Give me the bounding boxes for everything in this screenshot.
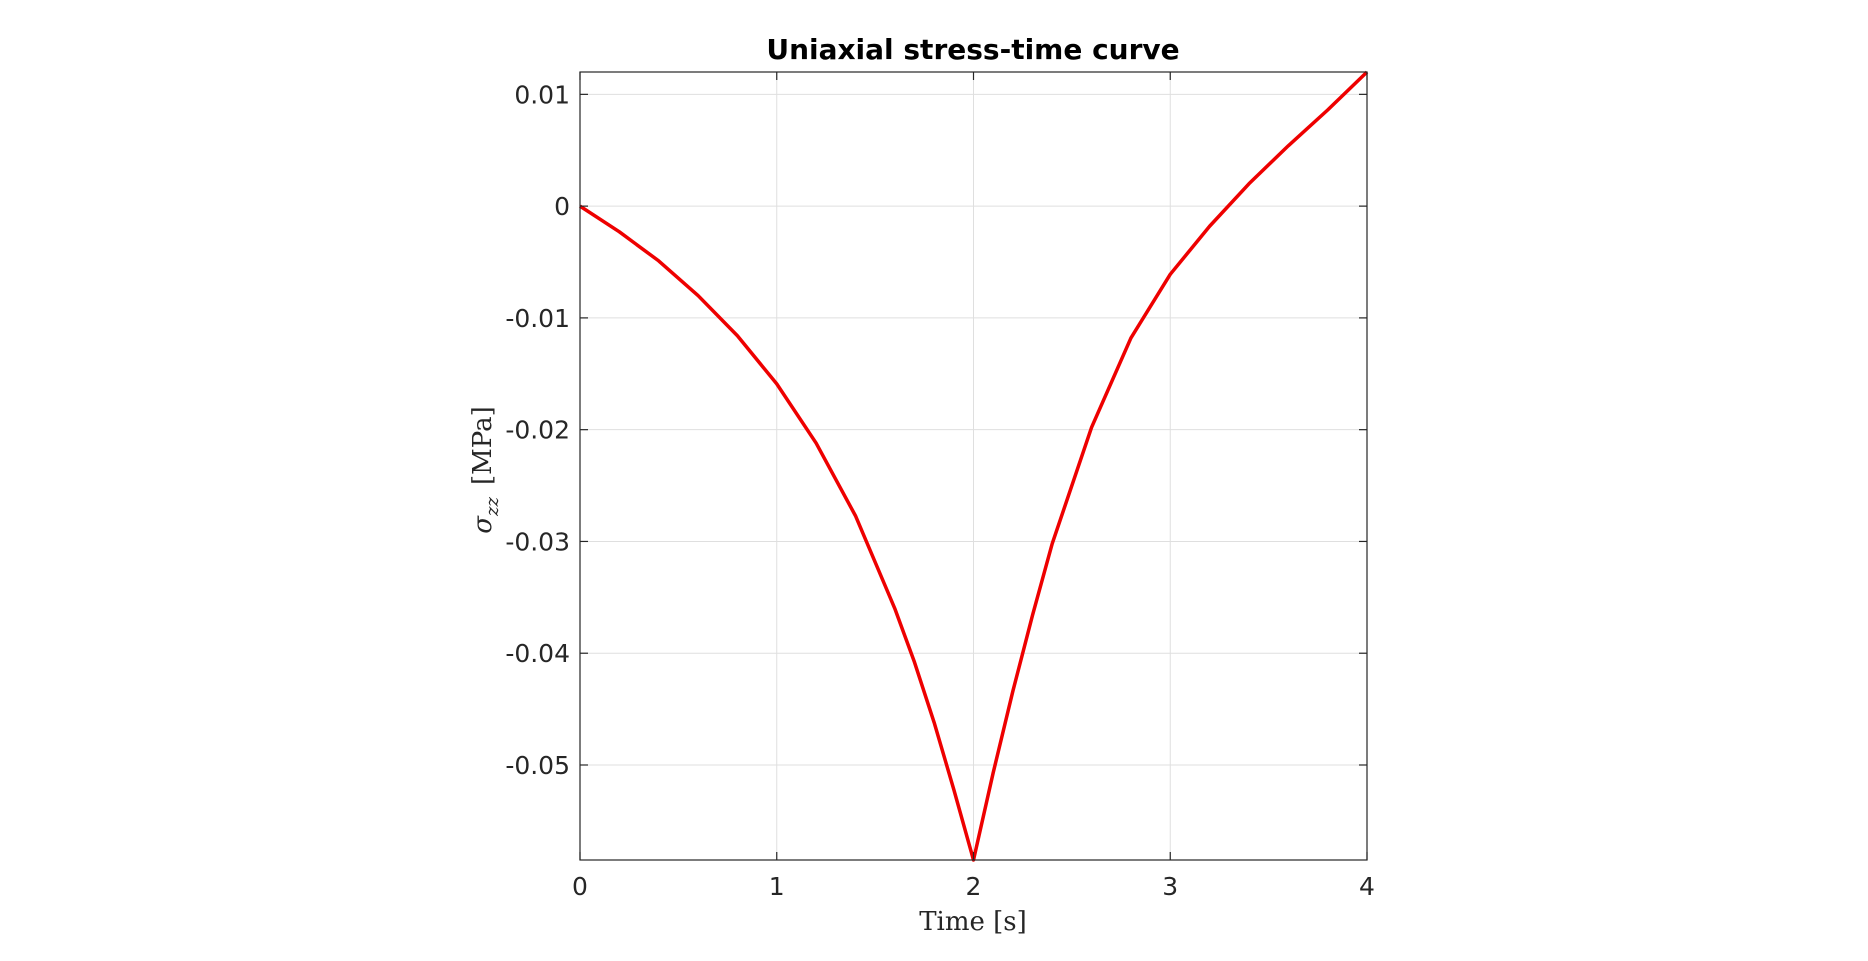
x-tick-label: 0 [572,872,588,901]
y-axis-label-subscript: zz [482,497,503,517]
y-tick-label: 0 [554,192,570,221]
x-tick-label: 3 [1162,872,1178,901]
x-tick-label: 4 [1359,872,1375,901]
x-tick-label: 1 [769,872,785,901]
plot-area: 0 1 2 3 4 0.01 0 -0.01 -0.02 -0.03 -0.04 -0.05 [505,70,1375,901]
y-axis-label-unit: [MPa] [468,406,498,485]
x-tick-label: 2 [966,872,982,901]
y-tick-label: -0.03 [505,527,570,556]
y-tick-label: -0.04 [505,639,570,668]
y-tick-label: -0.05 [505,751,570,780]
y-tick-label: -0.02 [505,416,570,445]
x-axis-label: Time [s] [919,907,1027,937]
y-axis-label-symbol: σ [468,515,498,534]
y-tick-label: -0.01 [505,304,570,333]
y-tick-label: 0.01 [514,80,570,109]
chart-title: Uniaxial stress-time curve [766,33,1179,66]
y-axis-label: σzz [MPa] [468,406,503,533]
svg-text:σzz[MPa]: σzz [MPa] [468,406,503,533]
